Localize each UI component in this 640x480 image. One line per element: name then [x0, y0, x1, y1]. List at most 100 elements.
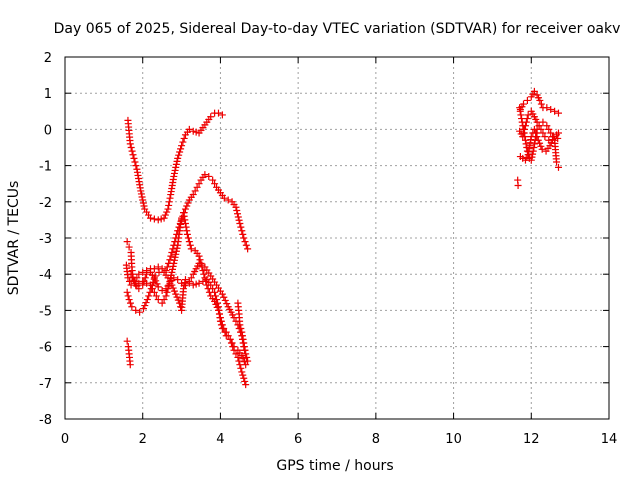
data-point [158, 286, 166, 294]
data-point [536, 96, 544, 104]
data-point [235, 216, 243, 224]
data-point [519, 133, 527, 141]
data-point [172, 250, 180, 258]
data-point [139, 196, 147, 204]
data-point [239, 230, 247, 238]
data-point [158, 265, 166, 273]
y-tick-label: -4 [39, 268, 52, 283]
data-point [237, 223, 245, 231]
data-point [127, 270, 135, 278]
data-point [230, 343, 238, 351]
data-point [140, 277, 148, 285]
data-point [143, 296, 151, 304]
data-point [218, 290, 226, 298]
data-point [139, 305, 147, 313]
data-point [535, 122, 543, 130]
data-point [169, 245, 177, 253]
x-tick-label: 8 [372, 432, 380, 447]
data-point [123, 238, 131, 246]
data-point [172, 290, 180, 298]
data-point [183, 227, 191, 235]
series-pass-f [234, 299, 252, 365]
data-point [168, 248, 176, 256]
data-point [153, 280, 161, 288]
data-point [207, 113, 215, 121]
data-point [175, 151, 183, 159]
data-point [232, 350, 240, 358]
data-point [173, 293, 181, 301]
data-point [165, 198, 173, 206]
data-point [184, 234, 192, 242]
data-point [201, 171, 209, 179]
data-point [164, 205, 172, 213]
data-point [228, 339, 236, 347]
data-point [538, 145, 546, 153]
y-tick-label: -1 [39, 160, 52, 175]
y-tick-label: -3 [39, 232, 52, 247]
data-point [169, 284, 177, 292]
data-point [522, 140, 530, 148]
data-point [147, 285, 155, 293]
data-point [186, 241, 194, 249]
data-point [244, 357, 252, 365]
data-point [146, 288, 154, 296]
data-point [238, 352, 246, 360]
data-point [543, 122, 551, 130]
y-tick-label: -8 [39, 413, 52, 428]
data-point [170, 169, 178, 177]
data-point [146, 214, 154, 222]
data-point [163, 263, 171, 271]
data-point [534, 136, 542, 144]
data-point [135, 285, 143, 293]
data-point [180, 134, 188, 142]
data-point [520, 100, 528, 108]
data-point [183, 230, 191, 238]
data-points [122, 87, 562, 389]
data-point [240, 374, 248, 382]
data-point [172, 247, 180, 255]
data-point [137, 190, 145, 198]
data-point [166, 256, 174, 264]
data-point [127, 144, 135, 151]
data-point [533, 118, 541, 126]
data-point [221, 296, 229, 304]
data-point [141, 274, 149, 282]
data-point [170, 256, 178, 264]
data-point [174, 296, 182, 304]
data-point [126, 361, 134, 369]
data-point [530, 125, 538, 133]
data-point [523, 96, 531, 104]
data-point [145, 292, 153, 300]
data-point [128, 147, 136, 155]
data-point [524, 111, 532, 119]
data-point [212, 292, 220, 300]
data-point [242, 381, 250, 389]
y-tick-label: -5 [39, 304, 52, 319]
data-point [160, 214, 168, 222]
data-point [180, 212, 188, 220]
data-point [165, 201, 173, 209]
y-axis-label: SDTVAR / TECUs [6, 181, 22, 296]
data-point [547, 129, 555, 137]
data-point [154, 283, 162, 291]
data-point [161, 211, 169, 219]
data-point [125, 296, 133, 304]
data-point [521, 125, 529, 133]
data-point [124, 292, 132, 300]
y-tick-label: -7 [39, 377, 52, 392]
data-point [181, 220, 189, 228]
data-point [193, 183, 201, 191]
data-point [234, 213, 242, 221]
data-point [168, 268, 176, 276]
data-point [216, 317, 224, 325]
data-point [543, 104, 551, 112]
series-pass-a [124, 109, 226, 224]
data-point [238, 227, 246, 235]
data-point [177, 145, 185, 153]
data-point [148, 282, 156, 290]
data-point [125, 243, 133, 251]
data-point [166, 194, 174, 202]
data-point [531, 140, 539, 148]
